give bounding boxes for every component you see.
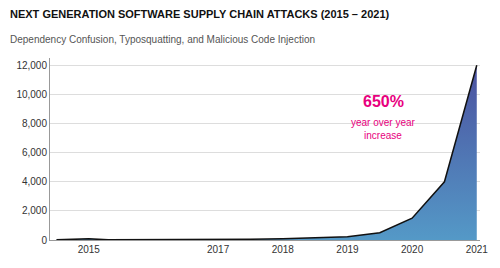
svg-text:650%: 650% <box>363 93 404 110</box>
svg-text:2017: 2017 <box>207 244 230 255</box>
svg-text:NEXT GENERATION SOFTWARE SUPPL: NEXT GENERATION SOFTWARE SUPPLY CHAIN AT… <box>10 8 390 20</box>
svg-text:2015: 2015 <box>78 244 101 255</box>
svg-text:2018: 2018 <box>272 244 295 255</box>
svg-text:2021: 2021 <box>466 244 489 255</box>
svg-text:2,000: 2,000 <box>22 205 47 216</box>
svg-text:2020: 2020 <box>401 244 424 255</box>
svg-text:4,000: 4,000 <box>22 176 47 187</box>
svg-text:8,000: 8,000 <box>22 118 47 129</box>
svg-text:12,000: 12,000 <box>16 60 47 71</box>
svg-text:6,000: 6,000 <box>22 147 47 158</box>
svg-text:year over yearincrease: year over yearincrease <box>351 117 416 141</box>
svg-text:10,000: 10,000 <box>16 89 47 100</box>
svg-text:Dependency Confusion, Typosqua: Dependency Confusion, Typosquatting, and… <box>10 34 315 45</box>
svg-text:2019: 2019 <box>336 244 359 255</box>
svg-text:0: 0 <box>41 235 47 246</box>
